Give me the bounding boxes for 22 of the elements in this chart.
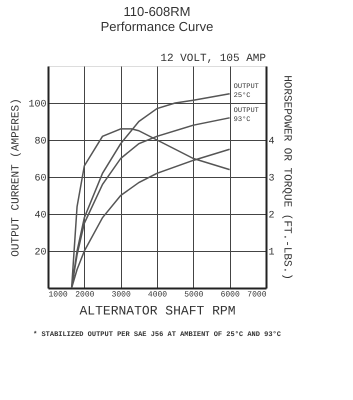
y2-axis-title: HORSEPOWER OR TORQUE (FT.-LBS.)	[280, 75, 292, 280]
y2-tick-label: 3	[268, 174, 275, 184]
y2-tick-label: 2	[268, 210, 275, 222]
y-axis-title: OUTPUT CURRENT (AMPERES)	[10, 98, 22, 257]
text: 12 VOLT, 105 AMP	[160, 53, 266, 65]
x-tick-label: 4000	[148, 290, 168, 300]
x-tick-label: 1000	[48, 290, 68, 300]
y-tick-label: 100	[28, 100, 46, 110]
x-tick-label: 6000	[220, 290, 240, 300]
text: 110-608RM	[124, 4, 190, 19]
y-tick-label: 40	[34, 210, 46, 222]
y-tick-label: 60	[34, 174, 46, 184]
x-tick-label: 3000	[112, 290, 131, 300]
y-tick-label: 20	[34, 248, 46, 258]
y2-tick-label: 1	[268, 248, 275, 258]
x-tick-label: 7000	[247, 290, 267, 300]
x-tick-label: 5000	[184, 290, 204, 300]
x-tick-label: 2000	[75, 290, 95, 300]
y2-tick-label: 4	[268, 136, 275, 148]
x-axis-title: ALTERNATOR SHAFT RPM	[79, 304, 236, 318]
text: Performance Curve	[100, 19, 214, 34]
y-tick-label: 80	[34, 136, 46, 148]
